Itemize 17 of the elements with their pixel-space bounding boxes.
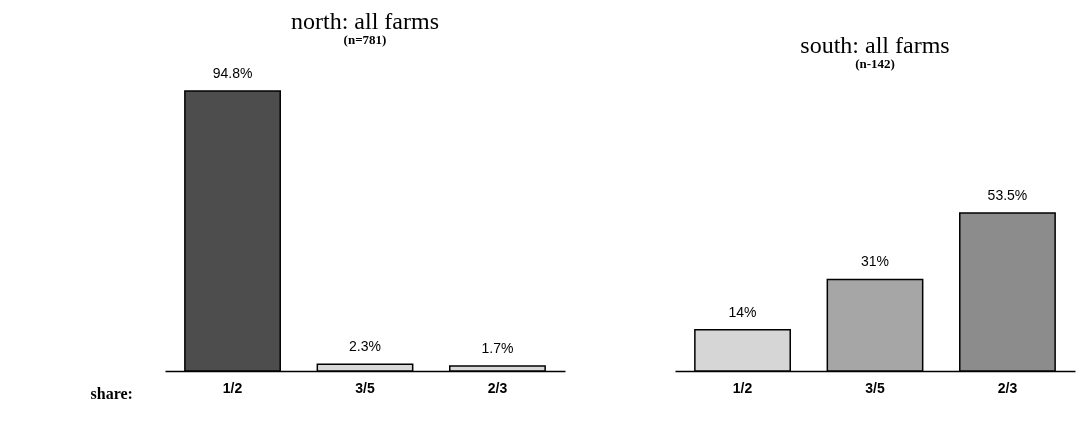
chart-subtitle: (n-142) [855, 56, 895, 71]
chart-title: south: all farms [800, 32, 950, 58]
x-tick-label: 3/5 [865, 379, 885, 396]
x-tick-label: 3/5 [355, 379, 375, 396]
x-tick-label: 2/3 [997, 379, 1018, 396]
x-axis-title: share: [90, 384, 133, 402]
x-tick-label: 2/3 [487, 379, 508, 396]
data-label: 2.3% [349, 338, 381, 355]
data-label: 53.5% [987, 186, 1028, 203]
data-label: 31% [860, 253, 890, 270]
data-label: 14% [728, 303, 757, 320]
chart-subtitle: (n=781) [343, 32, 387, 47]
data-label: 1.7% [481, 339, 514, 356]
chart-title: north: all farms [291, 8, 439, 34]
data-label: 94.8% [212, 65, 253, 81]
x-tick-label: 1/2 [222, 379, 243, 396]
x-tick-label: 1/2 [732, 379, 753, 396]
